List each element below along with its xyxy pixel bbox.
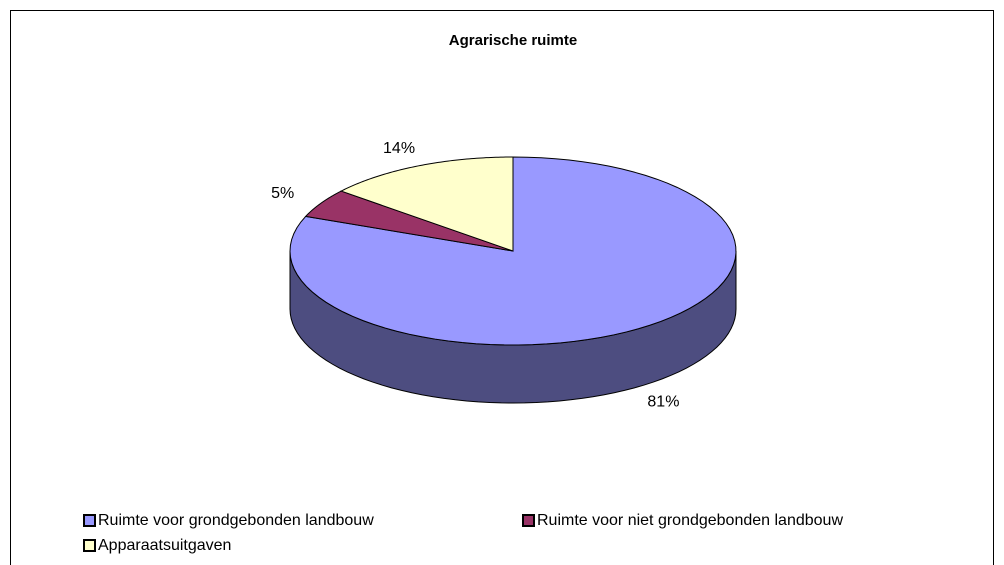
legend-swatch: [522, 514, 535, 527]
legend-swatch: [83, 539, 96, 552]
legend-label: Ruimte voor grondgebonden landbouw: [98, 512, 374, 529]
pie-slice: [304, 190, 514, 252]
legend-swatch: [83, 514, 96, 527]
data-label: 81%: [647, 394, 679, 411]
pie-slice: [339, 156, 514, 252]
chart-frame: [10, 10, 994, 565]
legend-label: Apparaatsuitgaven: [98, 537, 231, 554]
legend-label: Ruimte voor niet grondgebonden landbouw: [537, 512, 843, 529]
data-label: 14%: [383, 140, 415, 157]
pie-slice: [289, 156, 737, 346]
chart-title: Agrarische ruimte: [449, 32, 577, 49]
data-label: 5%: [271, 185, 294, 202]
